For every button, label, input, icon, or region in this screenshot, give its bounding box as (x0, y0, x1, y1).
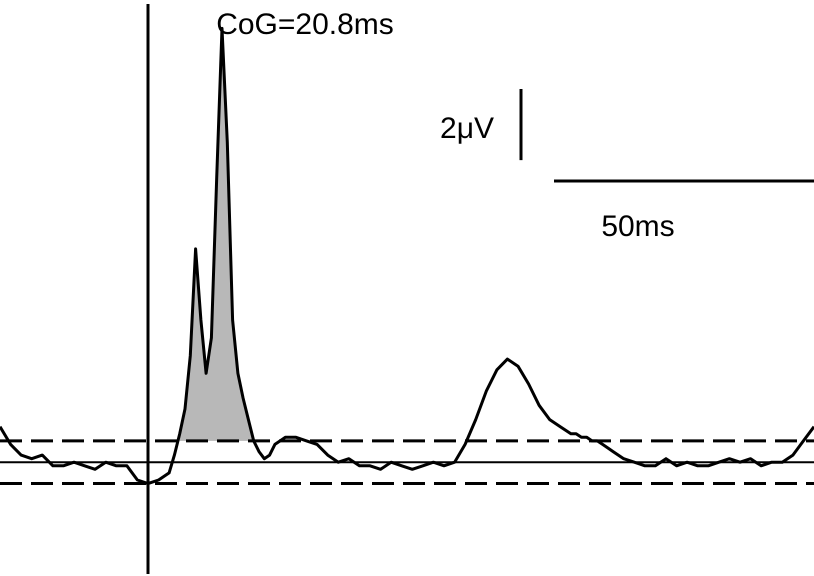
signal-trace (0, 26, 814, 486)
cog-annotation: CoG=20.8ms (216, 8, 394, 41)
time-scale-label: 50ms (601, 210, 674, 243)
voltage-scale-label: 2μV (440, 112, 494, 145)
shaded-component-area (179, 28, 265, 441)
